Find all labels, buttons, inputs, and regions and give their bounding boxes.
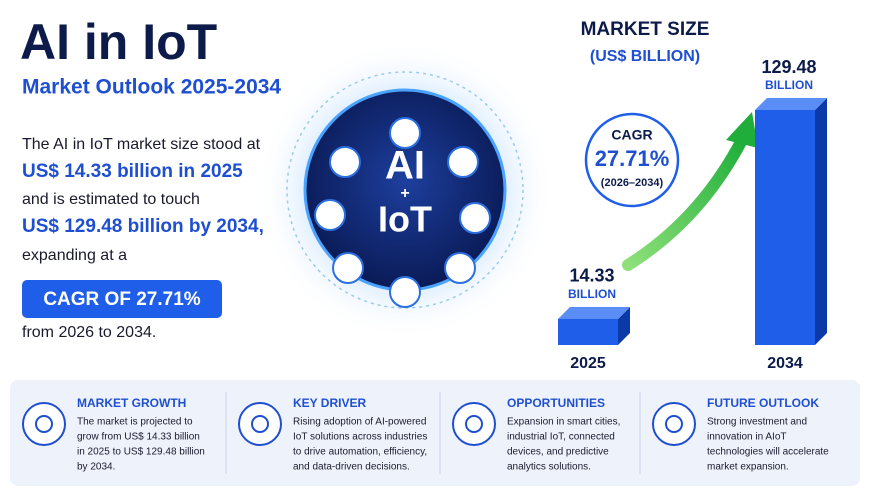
card-text: Expansion in smart cities, — [507, 417, 620, 428]
card-icon-dot — [251, 415, 269, 433]
card-text: Rising adoption of AI-powered — [293, 417, 426, 428]
card-text: Strong investment and — [707, 417, 807, 428]
emblem-top: AI — [385, 144, 425, 188]
bar — [755, 110, 815, 345]
summary-line: US$ 129.48 billion by 2034, — [22, 216, 264, 237]
cagr-period: (2026–2034) — [601, 177, 664, 189]
card-text: and data-driven decisions. — [293, 462, 410, 473]
bar — [558, 318, 618, 345]
summary-line: and is estimated to touch — [22, 191, 200, 208]
growth-arrow — [622, 134, 748, 271]
value-unit: BILLION — [765, 78, 813, 92]
x-tick-label: 2025 — [570, 355, 606, 372]
emblem-icons — [314, 117, 491, 308]
card-icon-dot — [465, 415, 483, 433]
chart-subtitle: (US$ BILLION) — [590, 48, 700, 65]
summary-line: The AI in IoT market size stood at — [22, 136, 261, 153]
bar-side — [815, 98, 827, 345]
card-text: by 2034. — [77, 462, 115, 473]
cagr-label: CAGR — [611, 127, 652, 143]
card-text: innovation in AIoT — [707, 432, 787, 443]
bar-top — [755, 98, 827, 110]
card-text: IoT solutions across industries — [293, 432, 427, 443]
x-tick-label: 2034 — [767, 355, 803, 372]
card-icon — [652, 402, 696, 446]
summary-line: expanding at a — [22, 247, 127, 264]
card-text: industrial IoT, connected — [507, 432, 615, 443]
value-unit: BILLION — [568, 287, 616, 301]
summary-line: US$ 14.33 billion in 2025 — [22, 161, 243, 182]
cagr-value: 27.71% — [595, 146, 670, 171]
emblem-ring — [286, 71, 524, 309]
bar-side — [618, 306, 630, 345]
card-title: OPPORTUNITIES — [507, 396, 605, 410]
cards-panel — [10, 380, 860, 486]
card-text: to drive automation, efficiency, — [293, 447, 427, 458]
cagr-circle — [584, 112, 680, 208]
bar-top — [558, 306, 630, 319]
value-label: 129.48 — [761, 57, 816, 77]
card-text: devices, and predictive — [507, 447, 609, 458]
card-text: market expansion. — [707, 462, 789, 473]
chart-title: MARKET SIZE — [581, 19, 710, 40]
summary-closing: from 2026 to 2034. — [22, 324, 156, 341]
card-text: analytics solutions. — [507, 462, 591, 473]
card-title: KEY DRIVER — [293, 396, 366, 410]
card-icon — [22, 402, 66, 446]
card-text: grow from US$ 14.33 billion — [77, 432, 200, 443]
cagr-badge-text: CAGR OF 27.71% — [43, 289, 200, 310]
card-icon — [238, 402, 282, 446]
growth-arrow-head — [726, 112, 758, 148]
emblem-bottom: IoT — [378, 199, 432, 240]
title: AI in IoT — [20, 14, 217, 70]
card-icon-dot — [35, 415, 53, 433]
card-icon-dot — [665, 415, 683, 433]
card-text: technologies will accelerate — [707, 447, 829, 458]
card-text: The market is projected to — [77, 417, 193, 428]
cagr-badge — [22, 280, 222, 318]
subtitle: Market Outlook 2025-2034 — [22, 76, 281, 99]
value-label: 14.33 — [569, 266, 614, 286]
card-title: FUTURE OUTLOOK — [707, 396, 819, 410]
card-icon — [452, 402, 496, 446]
emblem-plus: + — [400, 185, 409, 202]
card-text: in 2025 to US$ 129.48 billion — [77, 447, 205, 458]
card-title: MARKET GROWTH — [77, 396, 186, 410]
